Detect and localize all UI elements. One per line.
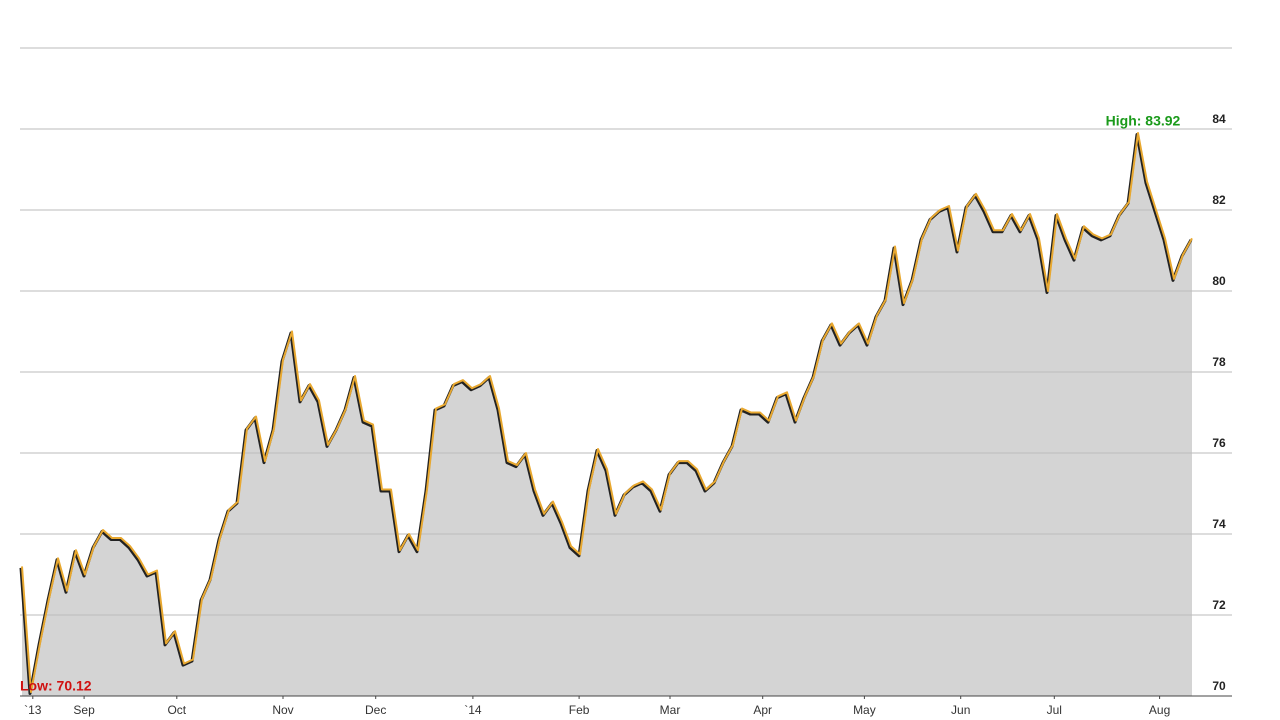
x-tick-label: Nov — [272, 703, 293, 717]
x-tick-label: Mar — [660, 703, 681, 717]
y-tick-label: 80 — [1212, 274, 1226, 288]
x-tick-label: `13 — [24, 703, 42, 717]
x-tick-label: Apr — [753, 703, 772, 717]
x-tick-label: Aug — [1149, 703, 1170, 717]
y-tick-label: 70 — [1212, 679, 1226, 693]
low-annotation: Low: 70.12 — [20, 678, 92, 694]
x-tick-label: Jun — [951, 703, 970, 717]
y-tick-label: 74 — [1212, 517, 1226, 531]
x-tick-label: `14 — [464, 703, 482, 717]
y-tick-label: 82 — [1212, 193, 1226, 207]
y-tick-label: 84 — [1212, 112, 1226, 126]
y-tick-label: 72 — [1212, 598, 1226, 612]
x-tick-label: May — [853, 703, 876, 717]
y-tick-label: 78 — [1212, 355, 1226, 369]
x-tick-label: Feb — [569, 703, 590, 717]
line — [21, 132, 1193, 693]
x-tick-label: Oct — [167, 703, 186, 717]
y-tick-label: 76 — [1212, 436, 1226, 450]
area-fill — [22, 133, 1192, 696]
high-annotation: High: 83.92 — [1106, 113, 1181, 129]
x-tick-label: Sep — [73, 703, 95, 717]
x-tick-label: Jul — [1047, 703, 1062, 717]
x-tick-label: Dec — [365, 703, 386, 717]
